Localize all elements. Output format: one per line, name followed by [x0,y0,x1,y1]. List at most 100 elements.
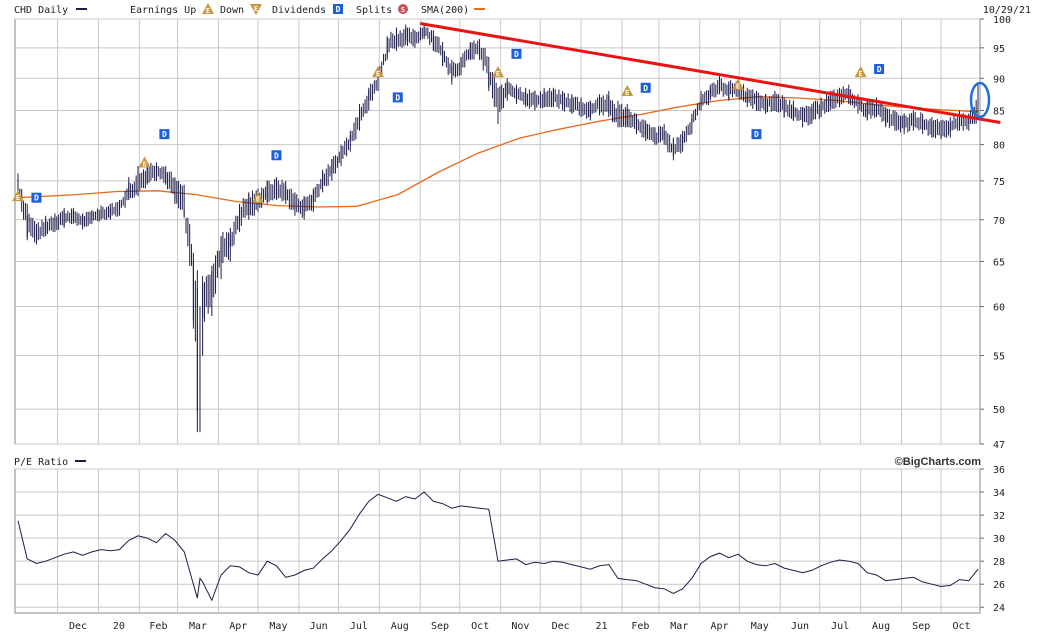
pe-line-layer [17,491,979,602]
dividend-glyph: D [754,130,759,139]
dividend-square [874,64,885,75]
earnings-triangle [12,190,24,202]
x-axis: Dec 20 Feb Mar Apr May Jun Jul Aug Sep Oct Nov Dec 21… [69,621,971,632]
pe-panel: 36 34 32 30 28 26 24 [14,465,1005,614]
earnings-triangle [732,78,744,90]
price-y-axis: 100 95 90 85 80 75 70 65 60 55 50 47 [980,15,1011,451]
dividend-square [640,82,651,93]
dividend-square [392,92,403,103]
x-tick-label: Aug [391,621,409,632]
earnings-glyph: E [142,160,146,168]
dividend-glyph: D [34,194,39,203]
dividend-marker: D [874,64,885,75]
earnings-glyph: E [625,89,629,97]
dividend-square [159,129,170,140]
price-y-tick-label: 90 [993,74,1005,85]
pe-y-tick-label: 30 [993,534,1005,545]
earnings-triangle [252,191,264,203]
x-tick-label: Jun [791,621,809,632]
pe-y-tick-label: 28 [993,557,1005,568]
pe-y-tick-label: 24 [993,603,1005,614]
split-icon: S [398,4,408,14]
sma-layer [17,96,979,208]
earnings-marker: E [12,190,24,202]
dividend-square [511,48,522,59]
sma-label: SMA(200) [421,5,469,16]
earnings-triangle [372,66,384,78]
price-y-tick-label: 50 [993,405,1005,416]
pe-y-tick-label: 26 [993,580,1005,591]
dividend-glyph: D [395,93,400,102]
x-tick-label: May [269,621,287,632]
earnings-marker: E [492,66,504,78]
price-y-tick-label: 47 [993,440,1005,451]
svg-text:E: E [206,7,210,15]
price-grid [15,18,980,445]
x-tick-label: Mar [670,621,688,632]
dividend-glyph: D [514,50,519,59]
x-tick-label: Apr [711,621,729,632]
dividend-marker: D [511,48,522,59]
earnings-up-icon: E [202,3,214,15]
splits-label: Splits [356,5,392,16]
x-tick-label: Feb [631,621,649,632]
price-y-tick-label: 55 [993,352,1005,363]
dividend-glyph: D [162,130,167,139]
earnings-triangle [854,66,867,78]
pe-ratio-line [17,491,979,602]
pe-grid [15,468,980,613]
price-y-tick-label: 70 [993,216,1005,227]
x-tick-label: Dec [552,621,570,632]
x-tick-label: Nov [511,621,529,632]
earnings-triangle [138,156,151,168]
earnings-glyph: E [16,194,20,202]
x-tick-label: Mar [189,621,207,632]
pe-panel-frame [14,468,981,614]
x-tick-label: Sep [431,621,449,632]
x-tick-label: Jun [310,621,328,632]
price-y-tick-label: 85 [993,106,1005,117]
earnings-glyph: E [376,70,380,78]
price-y-tick-label: 75 [993,177,1005,188]
svg-text:S: S [401,6,405,14]
price-panel: 100 95 90 85 80 75 70 65 60 55 50 47 E D E D E D E D E D E D E D… [12,15,1011,451]
dividend-marker: D [751,129,762,140]
earnings-triangle [492,66,504,78]
x-tick-label: Dec [69,621,87,632]
x-tick-label: Aug [872,621,890,632]
price-y-tick-label: 65 [993,257,1005,268]
pe-y-tick-label: 34 [993,488,1005,499]
pe-y-axis: 36 34 32 30 28 26 24 [980,465,1005,614]
resistance-trendline [419,22,1001,125]
dividend-marker: D [271,150,282,161]
x-tick-label: 21 [595,621,607,632]
events-layer: E D E D E D E D E D E D E D E D [12,48,885,204]
pe-y-tick-label: 32 [993,511,1005,522]
x-tick-label: Jul [350,621,368,632]
earnings-triangle [621,84,634,96]
sma-line [17,96,979,208]
price-y-tick-label: 80 [993,141,1005,152]
x-tick-label: Apr [229,621,247,632]
earnings-marker: E [252,191,264,204]
pe-y-tick-label: 36 [993,465,1005,476]
date-label: 10/29/21 [983,5,1031,16]
price-y-tick-label: 100 [993,15,1011,26]
x-tick-label: Oct [471,621,489,632]
earnings-marker: E [621,84,634,97]
earnings-down-icon: E [250,4,262,15]
symbol-label: CHD Daily [14,5,68,16]
earnings-glyph: E [859,70,863,78]
x-tick-label: Feb [149,621,167,632]
dividend-glyph: D [643,84,648,93]
earnings-glyph: E [736,83,740,91]
earnings-marker: E [732,78,744,91]
x-tick-label: Sep [912,621,930,632]
header-legend: CHD Daily Earnings Up E Down E Dividends… [14,3,1031,16]
svg-text:E: E [254,5,258,13]
dividend-glyph: D [877,65,882,74]
x-tick-label: Jul [831,621,849,632]
highlight-circle [969,81,991,119]
earnings-glyph: E [256,196,260,204]
dividend-glyph: D [274,151,279,160]
